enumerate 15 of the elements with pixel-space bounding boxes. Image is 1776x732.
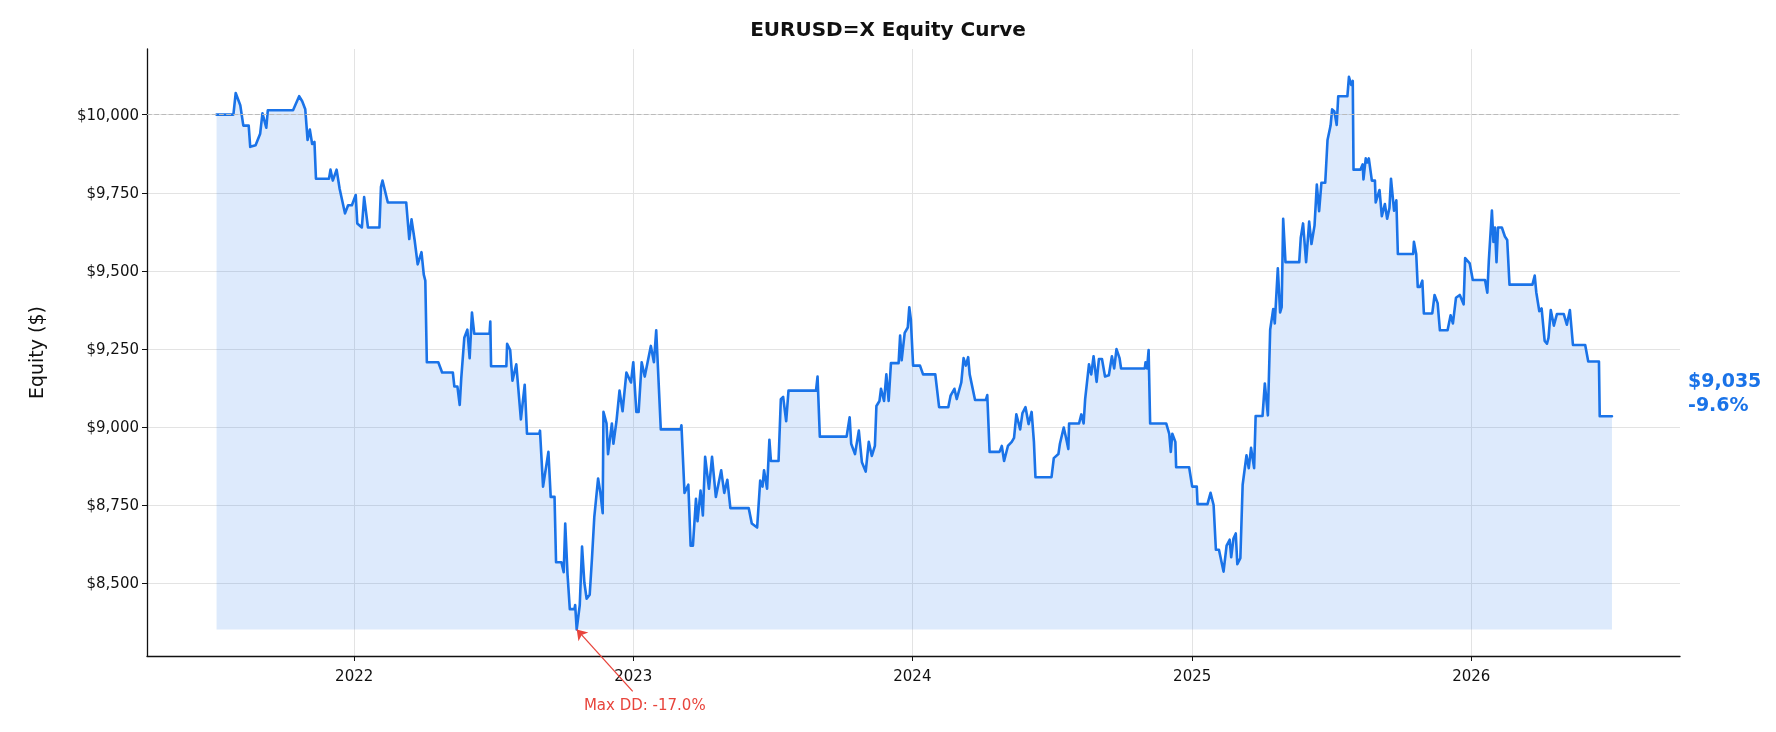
y-tick-label: $9,000 (86, 418, 139, 437)
y-tick-label: $10,000 (76, 105, 139, 124)
y-tick-label: $8,750 (86, 496, 139, 515)
x-tick-label: 2024 (893, 666, 932, 685)
x-tick-label: 2025 (1173, 666, 1212, 685)
y-tick-label: $9,750 (86, 183, 139, 202)
annotation: Max DD: -17.0% (583, 695, 706, 714)
y-axis-title: Equity ($) (24, 305, 47, 400)
y-tick-label: $9,500 (86, 261, 139, 280)
y-tick-label: $8,500 (86, 574, 139, 593)
y-tick-label: $9,250 (86, 340, 139, 359)
x-tick-label: 2022 (335, 666, 374, 685)
chart-title: EURUSD=X Equity Curve (750, 17, 1026, 41)
x-tick-label: 2026 (1452, 666, 1491, 685)
text: $9,035 -9.6% (1688, 369, 1762, 416)
